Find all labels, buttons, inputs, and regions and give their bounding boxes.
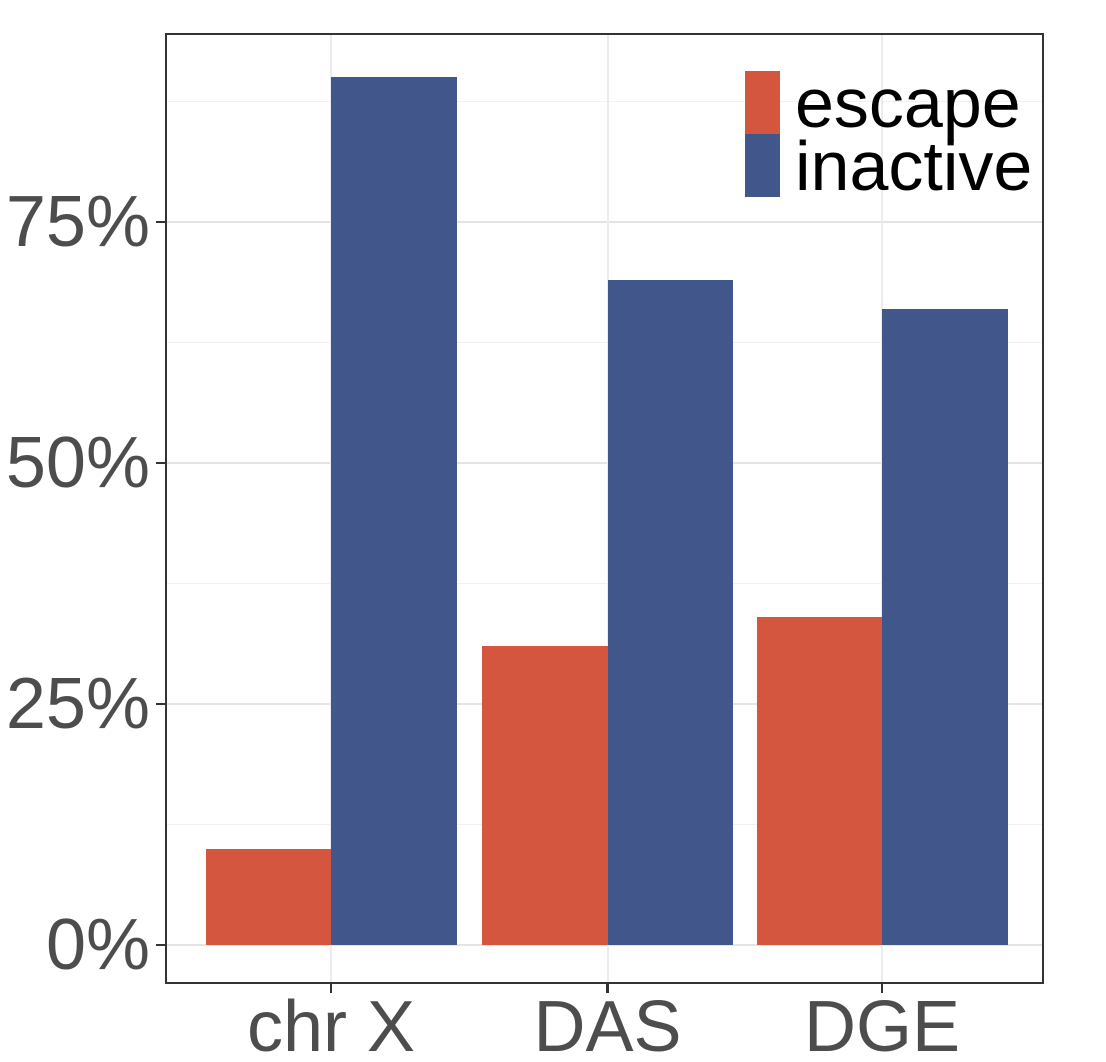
bar-inactive-chr-x [331,77,457,945]
bar-escape-das [482,646,608,945]
legend: escape inactive [745,68,1032,201]
bar-inactive-das [607,279,733,945]
bar-escape-dge [756,617,882,945]
bar-inactive-dge [882,308,1008,945]
legend-label-escape: escape [795,63,1021,142]
y-tick-label-50: 50% [5,423,150,503]
y-tick-label-0: 0% [45,905,150,985]
legend-item-inactive: inactive [745,131,1032,201]
legend-item-escape: escape [745,68,1032,138]
gridline-h-major [165,221,1044,223]
gridline-h-major [165,944,1044,946]
gridline-h-minor [165,100,1044,103]
x-axis-tick [880,984,884,993]
y-axis-tick [156,220,165,224]
y-tick-label-75: 75% [5,182,150,262]
gridline-h-major [165,462,1044,464]
x-axis-tick [329,984,333,993]
bar-escape-chr-x [205,848,331,945]
x-tick-label-das: DAS [533,987,682,1062]
legend-label-inactive: inactive [795,126,1033,205]
y-tick-label-25: 25% [5,664,150,744]
y-axis-tick [156,943,165,947]
plot-panel: escape inactive [165,33,1044,984]
legend-swatch-inactive [745,134,780,197]
gridline-h-minor [165,341,1044,344]
y-axis-tick [156,461,165,465]
y-axis-tick [156,702,165,706]
x-tick-label-dge: DGE [803,987,961,1062]
gridline-h-minor [165,582,1044,585]
x-tick-label-chrx: chr X [246,987,416,1062]
x-axis-tick [606,984,609,993]
legend-swatch-escape [745,71,780,134]
